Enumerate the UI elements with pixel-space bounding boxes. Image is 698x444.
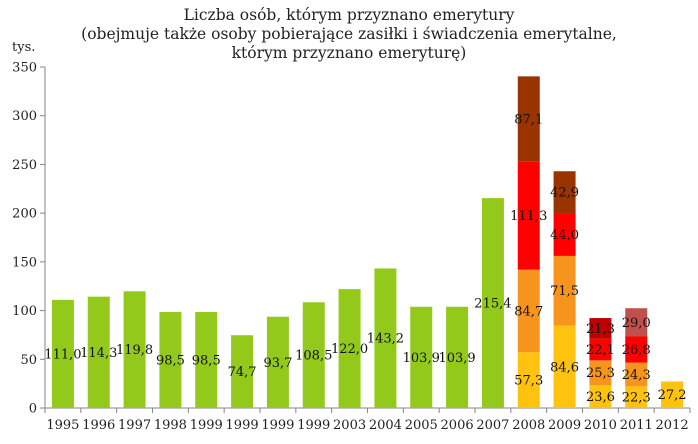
x-tick-label: 2012	[656, 418, 689, 433]
bar-segment	[517, 352, 540, 408]
bar-segment	[589, 318, 612, 339]
data-label: 215,4	[474, 297, 511, 312]
data-label: 111,0	[44, 347, 81, 362]
bar-segment	[553, 213, 576, 256]
bar-segment	[589, 385, 612, 408]
data-label: 103,9	[403, 351, 440, 366]
bar-segment	[446, 306, 469, 408]
x-tick-label: 2007	[476, 418, 509, 433]
data-label: 84,6	[550, 360, 579, 375]
x-tick-label: 2008	[512, 418, 545, 433]
x-tick-label: 1995	[46, 418, 79, 433]
bar-segment	[87, 296, 110, 408]
data-label: 27,2	[658, 388, 687, 403]
data-label: 111,3	[510, 209, 547, 224]
y-tick-label: 0	[29, 402, 37, 417]
x-tick-label: 1996	[82, 418, 115, 433]
data-label: 93,7	[263, 356, 292, 371]
y-tick-label: 350	[12, 61, 37, 76]
bar-segment	[374, 268, 397, 408]
data-label: 23,6	[586, 390, 615, 405]
data-label: 22,3	[622, 391, 651, 406]
bar-segment	[517, 269, 540, 353]
chart-title-line-3: którym przyznano emeryturę)	[231, 44, 467, 62]
data-label: 103,9	[438, 351, 475, 366]
x-tick-label: 2003	[333, 418, 366, 433]
bar-segment	[589, 338, 612, 361]
bar-segment	[231, 335, 254, 408]
bar-segment	[625, 336, 648, 363]
data-label: 98,5	[192, 354, 221, 369]
data-label: 21,3	[586, 322, 615, 337]
x-tick-label: 2006	[441, 418, 474, 433]
x-tick-label: 2009	[548, 418, 581, 433]
y-unit-label: tys.	[12, 40, 36, 55]
bar-segment	[338, 289, 361, 408]
bar-segment	[553, 171, 576, 214]
chart-title: Liczba osób, którym przyznano emerytury …	[0, 6, 698, 63]
data-label: 119,8	[116, 343, 153, 358]
data-label: 84,7	[514, 304, 543, 319]
bar-segment	[553, 255, 576, 326]
bar-segment	[302, 302, 325, 408]
x-tick-label: 1999	[190, 418, 223, 433]
data-label: 24,3	[622, 368, 651, 383]
x-tick-label: 1998	[154, 418, 187, 433]
bar-segment	[410, 306, 433, 408]
data-label: 114,3	[80, 346, 117, 361]
data-label: 143,2	[367, 332, 404, 347]
data-label: 25,3	[586, 366, 615, 381]
y-tick-label: 300	[12, 109, 37, 124]
bar-segment	[553, 325, 576, 408]
y-tick-label: 200	[12, 207, 37, 222]
x-tick-label: 1997	[118, 418, 151, 433]
bar-segment	[517, 161, 540, 270]
x-tick-label: 2011	[620, 418, 653, 433]
data-label: 122,0	[331, 342, 368, 357]
data-label: 26,8	[622, 343, 651, 358]
x-tick-label: 1999	[297, 418, 330, 433]
y-tick-label: 250	[12, 158, 37, 173]
data-label: 29,0	[622, 316, 651, 331]
y-tick-label: 100	[12, 304, 37, 319]
data-label: 57,3	[514, 374, 543, 389]
bar-segment	[625, 386, 648, 408]
bar-segment	[481, 198, 504, 408]
y-tick-label: 150	[12, 255, 37, 270]
chart-title-line-1: Liczba osób, którym przyznano emerytury	[183, 6, 515, 24]
bar-segment	[661, 381, 684, 408]
bar-segment	[625, 308, 648, 337]
data-label: 87,1	[514, 112, 543, 127]
x-tick-label: 1999	[226, 418, 259, 433]
bar-segment	[625, 362, 648, 387]
data-label: 71,5	[550, 284, 579, 299]
chart-title-line-2: (obejmuje także osoby pobierające zasiłk…	[81, 25, 617, 43]
bar-segment	[159, 312, 182, 408]
x-tick-label: 2004	[369, 418, 402, 433]
x-tick-label: 1999	[261, 418, 294, 433]
x-tick-label: 2005	[405, 418, 438, 433]
data-label: 98,5	[156, 354, 185, 369]
bar-segment	[51, 299, 74, 408]
bar-segment	[123, 291, 146, 408]
data-label: 44,0	[550, 228, 579, 243]
y-tick-label: 50	[20, 353, 37, 368]
bar-segment	[589, 360, 612, 386]
data-label: 74,7	[228, 365, 257, 380]
x-tick-label: 2010	[584, 418, 617, 433]
data-label: 22,1	[586, 343, 615, 358]
bar-segment	[266, 316, 289, 408]
data-label: 108,5	[295, 349, 332, 364]
bar-segment	[517, 76, 540, 162]
data-label: 42,9	[550, 186, 579, 201]
bar-segment	[195, 312, 218, 408]
